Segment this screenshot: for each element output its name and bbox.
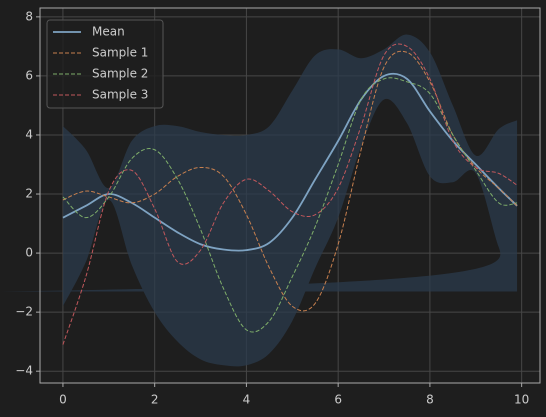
y-tick-label: 4 [25, 127, 33, 141]
plot-frame [39, 7, 541, 384]
confidence-band [0, 34, 518, 367]
x-tick-label: 6 [334, 393, 342, 407]
legend-label: Sample 2 [92, 67, 148, 81]
x-tick-label: 8 [426, 393, 434, 407]
x-tick-label: 10 [514, 393, 529, 407]
x-tick-label: 0 [59, 393, 67, 407]
y-tick-label: 8 [25, 9, 33, 23]
legend-label: Sample 3 [92, 88, 148, 102]
y-tick-label: −2 [15, 305, 33, 319]
y-tick-label: 6 [25, 68, 33, 82]
series-line [62, 50, 518, 312]
legend-box [46, 19, 164, 109]
legend-label: Mean [92, 25, 125, 39]
x-tick-label: 2 [151, 393, 159, 407]
y-tick-label: 0 [25, 246, 33, 260]
series-line [62, 72, 518, 252]
legend: Mean Sample 1 Sample 2 Sample 3 [46, 19, 164, 109]
legend-label: Sample 1 [92, 46, 148, 60]
y-tick-label: −4 [15, 364, 33, 378]
series-line [62, 77, 518, 333]
x-tick-label: 4 [243, 393, 251, 407]
y-tick-label: 2 [25, 187, 33, 201]
series-line [62, 43, 518, 345]
